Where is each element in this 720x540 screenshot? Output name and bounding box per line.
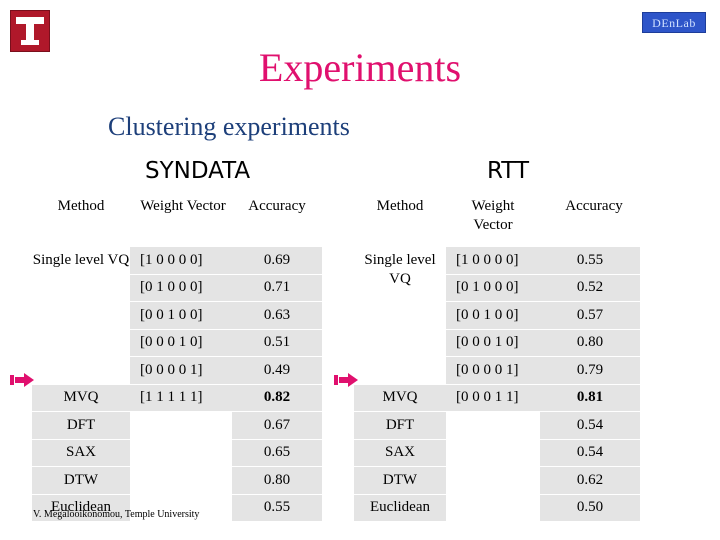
table-row: SAX 0.65 (32, 439, 322, 467)
table-row: [0 0 1 0 0] 0.57 (354, 301, 640, 330)
highlight-arrow-icon (334, 373, 358, 387)
method-cell: MVQ (32, 384, 130, 412)
method-cell: Euclidean (32, 494, 130, 522)
accuracy-cell: 0.54 (540, 439, 640, 467)
slide-title: Experiments (258, 45, 462, 90)
table-row: [0 1 0 0 0] 0.71 (32, 274, 322, 302)
weight-vector-cell: [0 0 1 0 0] (446, 301, 540, 330)
accuracy-cell: 0.55 (540, 247, 640, 275)
weight-vector-cell: [0 0 0 1 1] (446, 384, 540, 412)
table-row: [0 1 0 0 0] 0.52 (354, 274, 640, 302)
empty-cell (446, 411, 540, 440)
weight-vector-cell: [1 0 0 0 0] (446, 247, 540, 275)
empty-cell (446, 466, 540, 495)
table-row: [0 0 1 0 0] 0.63 (32, 301, 322, 330)
method-cell: DTW (32, 466, 130, 495)
temple-university-logo (10, 10, 50, 52)
results-table-rtt: Method Weight Vector Accuracy Single lev… (354, 190, 640, 522)
method-cell: DFT (354, 411, 446, 440)
dataset-label-rtt: RTT (487, 158, 530, 184)
table-row-mvq: MVQ [0 0 0 1 1] 0.81 (354, 384, 640, 412)
table-row: Euclidean 0.50 (354, 494, 640, 522)
accuracy-cell: 0.52 (540, 274, 640, 302)
table-header-row: Method Weight Vector Accuracy (354, 190, 640, 247)
method-cell: DFT (32, 411, 130, 440)
weight-vector-cell: [1 1 1 1 1] (130, 384, 232, 412)
accuracy-cell: 0.67 (232, 411, 322, 440)
accuracy-cell: 0.79 (540, 356, 640, 385)
accuracy-cell: 0.50 (540, 494, 640, 522)
empty-cell (130, 439, 232, 467)
weight-vector-cell: [0 0 0 0 1] (446, 356, 540, 385)
accuracy-cell: 0.80 (232, 466, 322, 495)
highlight-arrow-icon (10, 373, 34, 387)
table-header-row: Method Weight Vector Accuracy (32, 190, 322, 247)
method-cell: SAX (354, 439, 446, 467)
accuracy-cell: 0.63 (232, 301, 322, 330)
method-cell: DTW (354, 466, 446, 495)
table-row: DTW 0.62 (354, 466, 640, 495)
empty-cell (130, 494, 232, 522)
method-single-level-vq: Single level VQ (32, 247, 130, 385)
accuracy-cell: 0.49 (232, 356, 322, 385)
weight-vector-cell: [0 0 1 0 0] (130, 301, 232, 330)
column-header-accuracy: Accuracy (565, 198, 623, 214)
weight-vector-cell: [0 0 0 1 0] (130, 329, 232, 357)
table-row: [0 0 0 1 0] 0.80 (354, 329, 640, 357)
dataset-label-syndata: SYNDATA (145, 158, 251, 184)
column-header-method: Method (376, 198, 424, 214)
accuracy-cell: 0.71 (232, 274, 322, 302)
accuracy-cell: 0.55 (232, 494, 322, 522)
method-cell: MVQ (354, 384, 446, 412)
column-header-accuracy: Accuracy (248, 198, 306, 214)
weight-vector-cell: [0 0 0 0 1] (130, 356, 232, 385)
results-table-syndata: Method Weight Vector Accuracy Single lev… (32, 190, 322, 522)
table-row: DFT 0.67 (32, 411, 322, 440)
slide-subtitle: Clustering experiments (108, 112, 350, 141)
empty-cell (446, 439, 540, 467)
empty-cell (130, 411, 232, 440)
accuracy-cell: 0.81 (540, 384, 640, 412)
table-row: DFT 0.54 (354, 411, 640, 440)
table-row: DTW 0.80 (32, 466, 322, 495)
accuracy-cell: 0.54 (540, 411, 640, 440)
weight-vector-cell: [0 1 0 0 0] (446, 274, 540, 302)
accuracy-cell: 0.57 (540, 301, 640, 330)
accuracy-cell: 0.62 (540, 466, 640, 495)
table-row-mvq: MVQ [1 1 1 1 1] 0.82 (32, 384, 322, 412)
column-header-weight-vector: Weight Vector (471, 198, 515, 233)
column-header-weight-vector: Weight Vector (140, 198, 226, 214)
empty-cell (446, 494, 540, 522)
empty-cell (130, 466, 232, 495)
table-row: [0 0 0 0 1] 0.49 (32, 356, 322, 385)
table-row: SAX 0.54 (354, 439, 640, 467)
table-row: Euclidean 0.55 (32, 494, 322, 522)
weight-vector-cell: [0 0 0 1 0] (446, 329, 540, 357)
accuracy-cell: 0.65 (232, 439, 322, 467)
lab-logo-badge: DEnLab (642, 12, 706, 33)
accuracy-cell: 0.69 (232, 247, 322, 275)
slide-footer: V. Megalooikonomou, Temple University (33, 509, 200, 520)
accuracy-cell: 0.80 (540, 329, 640, 357)
weight-vector-cell: [0 1 0 0 0] (130, 274, 232, 302)
table-row: Single level VQ [1 0 0 0 0] 0.55 (354, 247, 640, 385)
method-cell: SAX (32, 439, 130, 467)
weight-vector-cell: [1 0 0 0 0] (130, 247, 232, 275)
method-cell: Euclidean (354, 494, 446, 522)
table-row: [0 0 0 1 0] 0.51 (32, 329, 322, 357)
method-single-level-vq: Single level VQ (354, 247, 446, 385)
table-row: [0 0 0 0 1] 0.79 (354, 356, 640, 385)
column-header-method: Method (57, 198, 105, 214)
table-row: Single level VQ [1 0 0 0 0] 0.69 (32, 247, 322, 385)
accuracy-cell: 0.82 (232, 384, 322, 412)
accuracy-cell: 0.51 (232, 329, 322, 357)
